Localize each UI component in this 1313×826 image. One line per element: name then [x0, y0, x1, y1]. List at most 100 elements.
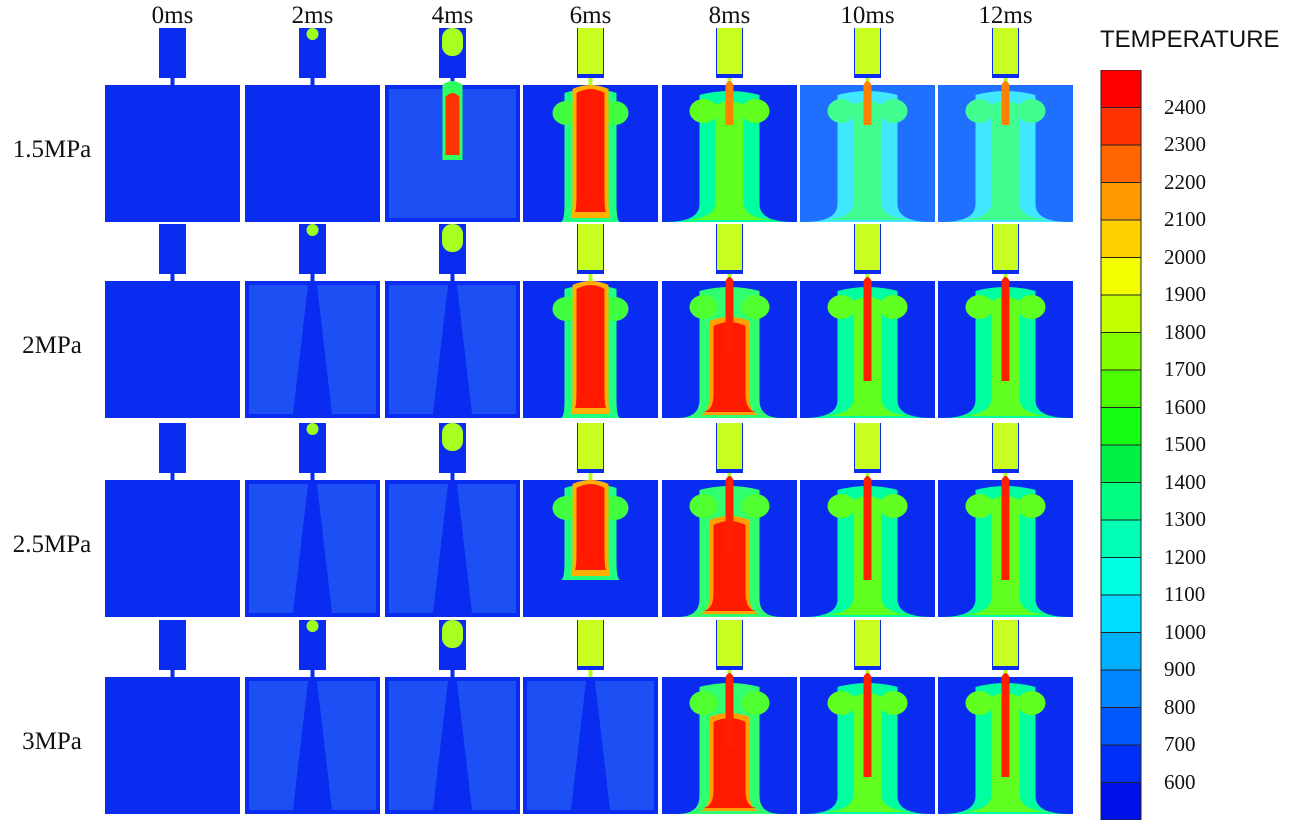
time-label: 0ms [151, 2, 194, 29]
time-label: 6ms [569, 2, 612, 29]
jet-core [432, 281, 473, 418]
plume-contour [817, 101, 918, 220]
side-lobe [689, 691, 718, 715]
plume-contour [863, 81, 872, 125]
orifice [170, 670, 175, 677]
prechamber-flame [578, 620, 603, 666]
prechamber-flame [578, 423, 603, 469]
main-chamber [105, 85, 240, 222]
side-lobe [689, 494, 718, 518]
contour-cell [662, 28, 797, 222]
plume-contour [955, 101, 1056, 220]
contour-cell [385, 224, 520, 418]
main-chamber [662, 277, 797, 418]
colorbar-band [1100, 669, 1142, 708]
orifice [588, 473, 593, 480]
prechamber-flame [855, 423, 880, 469]
colorbar-band [1100, 219, 1142, 258]
side-lobe [741, 691, 770, 715]
colorbar-tick: 2200 [1164, 169, 1206, 194]
side-lobe [741, 494, 770, 518]
time-label: 2ms [291, 2, 334, 29]
main-chamber [385, 281, 520, 418]
colorbar-tick: 1200 [1164, 544, 1206, 569]
plume-contour [1001, 277, 1010, 381]
prechamber-flame [855, 224, 880, 270]
prechamber-flame [442, 423, 463, 451]
chamber-background [105, 677, 240, 814]
main-chamber [800, 277, 935, 418]
prechamber-flame [578, 224, 603, 270]
colorbar-band [1100, 182, 1142, 221]
side-lobe [879, 99, 908, 123]
main-chamber [245, 677, 380, 814]
main-chamber [938, 476, 1073, 617]
contour-cell [245, 28, 380, 222]
chamber-background [105, 85, 240, 222]
main-chamber [523, 85, 658, 222]
contour-cell [245, 423, 380, 617]
jet-core [432, 677, 473, 814]
plume-contour [1001, 476, 1010, 580]
contour-cell [938, 28, 1073, 222]
plume-contour [1001, 673, 1010, 777]
side-lobe [879, 494, 908, 518]
prechamber-flame [306, 423, 319, 435]
plume-contour [725, 476, 734, 550]
prechamber-flame [993, 224, 1018, 270]
orifice [310, 670, 315, 677]
time-label: 8ms [708, 2, 751, 29]
side-lobe [965, 99, 994, 123]
pressure-label: 2.5MPa [12, 531, 92, 558]
prechamber-flame [717, 224, 742, 270]
plume-contour [863, 673, 872, 777]
plume-contour [1001, 81, 1010, 125]
main-chamber [245, 281, 380, 418]
side-lobe [1017, 494, 1046, 518]
jet-core [292, 480, 333, 617]
side-lobe [879, 691, 908, 715]
colorbar-band [1100, 632, 1142, 671]
pressure-label: 1.5MPa [12, 136, 92, 163]
main-chamber [938, 673, 1073, 814]
main-chamber [523, 677, 658, 814]
pressure-label: 2MPa [22, 332, 82, 359]
main-chamber [938, 277, 1073, 418]
contour-cell [938, 224, 1073, 418]
contour-cell [800, 28, 935, 222]
contour-cell [938, 620, 1073, 814]
jet-core [570, 677, 611, 814]
colorbar-tick: 800 [1164, 694, 1196, 719]
prechamber-flame [306, 224, 319, 236]
plume-contour [574, 484, 607, 570]
main-chamber [800, 476, 935, 617]
contour-cell [662, 620, 797, 814]
colorbar-tick: 2000 [1164, 244, 1206, 269]
prechamber-flame [442, 620, 463, 648]
contour-cell [662, 224, 797, 418]
chamber-background [245, 85, 380, 222]
contour-grid [105, 28, 1073, 814]
contour-cell [800, 620, 935, 814]
plume-contour [701, 322, 758, 412]
side-lobe [1017, 99, 1046, 123]
side-lobe [741, 295, 770, 319]
colorbar-tick: 2400 [1164, 94, 1206, 119]
legend-title: TEMPERATURE [1100, 26, 1280, 53]
prechamber-flame [578, 28, 603, 74]
jet-core [292, 677, 333, 814]
prechamber-flame [993, 28, 1018, 74]
colorbar-tick: 1100 [1164, 582, 1206, 606]
prechamber [159, 620, 186, 670]
main-chamber [800, 81, 935, 222]
time-label: 10ms [840, 2, 895, 29]
prechamber-flame [993, 620, 1018, 666]
colorbar-band [1100, 444, 1142, 483]
main-chamber [385, 480, 520, 617]
orifice [170, 473, 175, 480]
side-lobe [879, 295, 908, 319]
plume-contour [701, 718, 758, 808]
prechamber [159, 28, 186, 78]
colorbar-band [1100, 482, 1142, 521]
